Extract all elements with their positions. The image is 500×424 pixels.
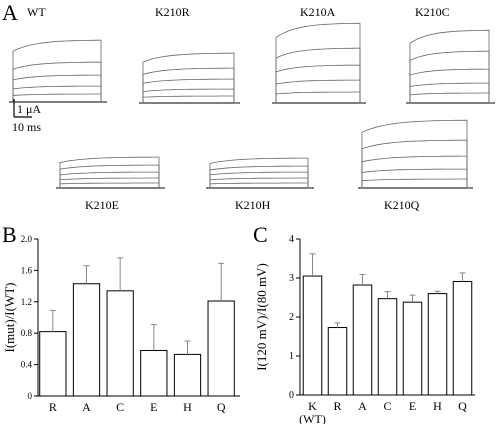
scale-current-label: 1 μA [17,102,42,116]
x-tick-label: Q [217,400,226,414]
current-trace [360,168,471,189]
current-trace [408,50,493,104]
current-trace [58,156,163,189]
current-trace [360,119,471,189]
current-trace [274,64,364,104]
panel-label-a: A [2,0,18,25]
bar-e [140,349,168,397]
current-trace [208,157,312,189]
trace-family-k210q [358,119,473,189]
bar-q [207,300,235,397]
y-tick-label: 0 [289,390,294,401]
current-trace [274,79,364,104]
y-tick-label: 1 [289,351,294,362]
trace-label-k210e: K210E [85,198,119,212]
x-tick-label: H [183,400,192,414]
current-trace [141,52,238,104]
bar-c [377,298,398,396]
bar-kwt [302,275,323,396]
y-tick-label: 0.8 [21,328,33,338]
y-tick-label: 0 [28,391,33,401]
current-trace [58,171,163,189]
bar-h [173,353,202,397]
y-axis-label: I(120 mV)/I(80 mV) [254,263,269,371]
x-tick-label: E [409,399,416,413]
panel-label-c: C [253,222,268,247]
trace-label-k210c: K210C [415,5,450,19]
current-trace [408,29,493,104]
current-trace [274,91,364,104]
current-trace [274,47,364,104]
current-trace [360,155,471,189]
bar-e [402,301,423,396]
trace-label-k210q: K210Q [384,198,420,212]
current-trace [141,88,238,104]
current-trace [360,178,471,189]
x-tick-label: A [358,399,367,413]
panel-label-b: B [2,222,17,247]
trace-family-k210a [272,22,366,104]
bar-c [106,290,134,397]
current-trace [141,78,238,104]
y-tick-label: 0.4 [21,360,33,370]
current-trace [141,95,238,104]
current-trace [11,85,105,103]
trace-label-wt: WT [27,5,46,19]
x-tick-label: C [383,399,391,413]
current-trace [274,22,364,104]
trace-family-k210c [406,29,495,104]
x-tick-label: C [116,400,124,414]
y-tick-label: 2.0 [21,234,33,244]
chart-c: 0 1 2 3 4 I(120 mV)/I(80 mV) K(WT) R A C E H Q [254,234,475,424]
current-trace [141,67,238,104]
current-trace [11,61,105,103]
y-axis-label: I(mut)/I(WT) [2,282,17,352]
chart-b: 0 0.4 0.8 1.2 1.6 2.0 I(mut)/I(WT) R A C E H Q [2,234,240,414]
current-trace [408,82,493,104]
bar-r [39,331,67,397]
bar-r [327,327,348,396]
x-tick-label: A [82,400,91,414]
current-trace [58,182,163,189]
current-trace [58,177,163,189]
trace-label-k210r: K210R [155,5,190,19]
current-trace [408,68,493,104]
current-trace [208,177,312,189]
y-tick-label: 3 [289,273,294,284]
trace-family-wt [9,39,107,103]
current-trace [11,93,105,103]
current-trace [11,74,105,103]
y-tick-label: 4 [289,234,294,245]
trace-family-k210h [206,157,314,189]
current-traces [9,22,495,189]
x-tick-label: R [49,400,57,414]
x-tick-label: Q [458,399,467,413]
current-trace [208,182,312,189]
current-trace [58,164,163,189]
bar-a [72,283,101,397]
y-tick-label: 1.6 [21,265,33,275]
x-tick-label: R [333,399,341,413]
current-trace [208,165,312,189]
trace-label-k210h: K210H [235,198,271,212]
x-tick-label: K [308,399,317,413]
x-tick-label: H [433,399,442,413]
bar-a [352,284,373,396]
scale-bar [13,99,32,118]
current-trace [408,92,493,104]
trace-family-k210e [56,156,165,189]
x-tick-label: E [150,400,157,414]
current-trace [11,39,105,103]
y-tick-label: 2 [289,312,294,323]
y-tick-label: 1.2 [21,297,32,307]
current-trace [360,139,471,189]
trace-family-k210r [139,52,240,104]
bar-q [452,281,473,396]
bar-h [427,293,448,396]
x-tick-label: (WT) [299,412,326,424]
trace-label-k210a: K210A [300,5,336,19]
current-trace [208,171,312,189]
scale-time-label: 10 ms [12,120,42,134]
